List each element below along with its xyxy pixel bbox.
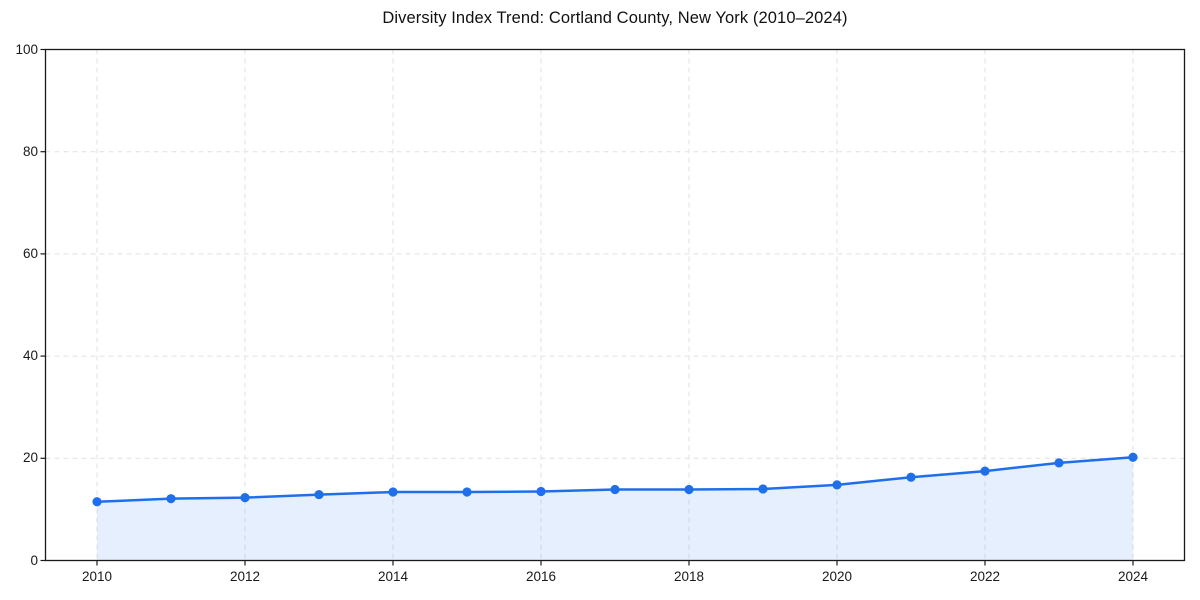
data-point-2010: [92, 497, 102, 507]
data-point-2022: [980, 466, 990, 476]
x-tick-label: 2016: [525, 569, 557, 584]
y-tick-label: 0: [30, 552, 38, 568]
y-tick-label: 100: [15, 41, 38, 57]
data-point-2013: [314, 489, 324, 500]
data-point-2014: [388, 487, 398, 497]
data-point-2020: [832, 480, 842, 490]
area-fill: [97, 457, 1133, 561]
data-point-2021: [906, 472, 916, 482]
x-tick-label: 2012: [229, 569, 261, 584]
x-tick-label: 2018: [673, 569, 705, 584]
plot-frame: [44, 48, 1186, 562]
x-tick-label: 2022: [969, 569, 1001, 584]
y-tick-label: 20: [22, 450, 38, 466]
x-tick-label: 2020: [821, 569, 853, 584]
data-point-2023: [1054, 458, 1064, 468]
x-tick-label: 2014: [377, 569, 409, 584]
data-point-2019: [758, 484, 768, 494]
data-point-2011: [166, 494, 176, 504]
x-tick-label: 2024: [1117, 569, 1149, 584]
y-tick-label: 60: [22, 245, 38, 261]
data-point-2012: [240, 493, 250, 503]
y-tick-label: 80: [22, 143, 38, 159]
data-point-2018: [684, 484, 694, 495]
data-point-2024: [1128, 452, 1138, 462]
data-point-2016: [536, 486, 546, 497]
data-point-2015: [462, 487, 472, 497]
chart-title: Diversity Index Trend: Cortland County, …: [382, 9, 848, 27]
x-tick-label: 2010: [81, 569, 113, 584]
data-point-2017: [610, 484, 620, 495]
y-tick-label: 40: [22, 348, 38, 364]
